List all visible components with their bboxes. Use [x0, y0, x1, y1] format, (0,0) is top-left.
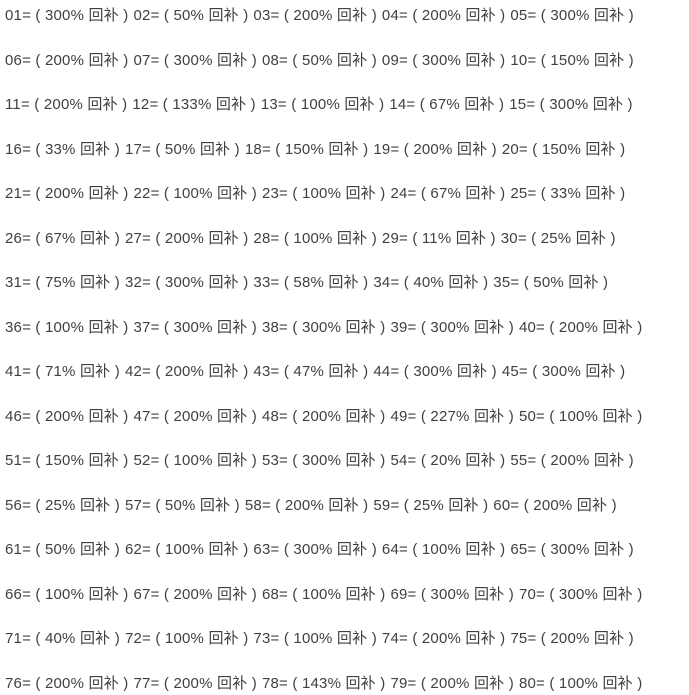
entry-row: 01= ( 300% 回补 ) 02= ( 50% 回补 ) 03= ( 200% … [5, 7, 689, 25]
entry-67: 67= ( 200% 回补 ) [133, 585, 257, 603]
entry-68: 68= ( 100% 回补 ) [261, 585, 386, 603]
entry-row: 71= ( 40% 回补 ) 72= ( 100% 回补 ) 73= ( 100% … [5, 630, 689, 648]
entry-23: 23= ( 100% 回补 ) [261, 185, 386, 202]
entry-37: 37= ( 300% 回补 ) [133, 318, 257, 336]
entry-08: 08= ( 50% 回补 ) [261, 51, 377, 69]
entry-38: 38= ( 300% 回补 ) [261, 318, 386, 336]
entry-77: 77= ( 200% 回补 ) [133, 674, 257, 692]
entry-03: 03= ( 200% 回补 ) [253, 7, 377, 24]
entry-15: 15= ( 300% 回补 ) [509, 96, 633, 113]
entry-69: 69= ( 300% 回补 ) [390, 585, 514, 603]
entry-row: 16= ( 33% 回补 ) 17= ( 50% 回补 ) 18= ( 150% 回… [5, 141, 689, 159]
entry-row: 36= ( 100% 回补 ) 37= ( 300% 回补 ) 38= ( 300%… [5, 319, 689, 337]
entry-row: 51= ( 150% 回补 ) 52= ( 100% 回补 ) 53= ( 300%… [5, 452, 689, 470]
entry-29: 29= ( 11% 回补 ) [381, 229, 496, 247]
entry-row: 11= ( 200% 回补 ) 12= ( 133% 回补 ) 13= ( 100%… [5, 96, 689, 114]
entry-row: 31= ( 75% 回补 ) 32= ( 300% 回补 ) 33= ( 58% 回… [5, 274, 689, 292]
entry-31: 31= ( 75% 回补 ) [5, 274, 120, 291]
entry-66: 66= ( 100% 回补 ) [5, 585, 129, 603]
entry-28: 28= ( 100% 回补 ) [253, 229, 377, 247]
entry-18: 18= ( 150% 回补 ) [244, 140, 369, 158]
entry-row: 21= ( 200% 回补 ) 22= ( 100% 回补 ) 23= ( 100%… [5, 185, 689, 203]
entry-59: 59= ( 25% 回补 ) [373, 496, 489, 514]
entry-40: 40= ( 200% 回补 ) [518, 318, 643, 336]
entry-39: 39= ( 300% 回补 ) [390, 318, 514, 336]
entry-row: 26= ( 67% 回补 ) 27= ( 200% 回补 ) 28= ( 100% … [5, 230, 689, 248]
entry-70: 70= ( 300% 回补 ) [518, 585, 643, 603]
entry-20: 20= ( 150% 回补 ) [501, 140, 626, 158]
entry-row: 66= ( 100% 回补 ) 67= ( 200% 回补 ) 68= ( 100%… [5, 586, 689, 604]
entry-24: 24= ( 67% 回补 ) [390, 185, 506, 202]
entry-48: 48= ( 200% 回补 ) [261, 407, 386, 425]
entry-45: 45= ( 300% 回补 ) [501, 363, 626, 380]
entry-06: 06= ( 200% 回补 ) [5, 51, 129, 69]
entry-79: 79= ( 200% 回补 ) [390, 674, 514, 692]
entry-60: 60= ( 200% 回补 ) [493, 496, 617, 514]
entry-63: 63= ( 300% 回补 ) [253, 541, 377, 558]
entry-row: 46= ( 200% 回补 ) 47= ( 200% 回补 ) 48= ( 200%… [5, 408, 689, 426]
entry-row: 61= ( 50% 回补 ) 62= ( 100% 回补 ) 63= ( 300% … [5, 541, 689, 559]
entry-52: 52= ( 100% 回补 ) [133, 452, 257, 469]
entry-57: 57= ( 50% 回补 ) [124, 496, 240, 514]
entry-73: 73= ( 100% 回补 ) [253, 630, 377, 647]
entry-04: 04= ( 200% 回补 ) [381, 7, 506, 24]
entry-14: 14= ( 67% 回补 ) [389, 96, 505, 113]
entry-34: 34= ( 40% 回补 ) [373, 274, 489, 291]
entry-27: 27= ( 200% 回补 ) [124, 229, 249, 247]
entry-16: 16= ( 33% 回补 ) [5, 140, 120, 158]
entry-58: 58= ( 200% 回补 ) [244, 496, 369, 514]
entry-12: 12= ( 133% 回补 ) [132, 96, 256, 113]
entry-36: 36= ( 100% 回补 ) [5, 318, 129, 336]
entry-76: 76= ( 200% 回补 ) [5, 674, 129, 692]
entry-75: 75= ( 200% 回补 ) [510, 630, 634, 647]
entry-17: 17= ( 50% 回补 ) [124, 140, 240, 158]
entry-22: 22= ( 100% 回补 ) [133, 185, 257, 202]
entry-42: 42= ( 200% 回补 ) [124, 363, 249, 380]
entry-43: 43= ( 47% 回补 ) [253, 363, 369, 380]
entry-35: 35= ( 50% 回补 ) [493, 274, 609, 291]
entry-55: 55= ( 200% 回补 ) [510, 452, 634, 469]
entry-11: 11= ( 200% 回补 ) [5, 96, 128, 113]
entry-56: 56= ( 25% 回补 ) [5, 496, 120, 514]
entry-09: 09= ( 300% 回补 ) [381, 51, 506, 69]
entry-30: 30= ( 25% 回补 ) [500, 229, 616, 247]
entry-50: 50= ( 100% 回补 ) [518, 407, 643, 425]
entry-71: 71= ( 40% 回补 ) [5, 630, 120, 647]
entry-row: 41= ( 71% 回补 ) 42= ( 200% 回补 ) 43= ( 47% 回… [5, 363, 689, 381]
entry-65: 65= ( 300% 回补 ) [510, 541, 634, 558]
entry-53: 53= ( 300% 回补 ) [261, 452, 386, 469]
entry-13: 13= ( 100% 回补 ) [260, 96, 385, 113]
entry-02: 02= ( 50% 回补 ) [133, 7, 249, 24]
entry-49: 49= ( 227% 回补 ) [390, 407, 514, 425]
entry-78: 78= ( 143% 回补 ) [261, 674, 386, 692]
entry-44: 44= ( 300% 回补 ) [373, 363, 497, 380]
entry-07: 07= ( 300% 回补 ) [133, 51, 257, 69]
entry-72: 72= ( 100% 回补 ) [124, 630, 249, 647]
entry-05: 05= ( 300% 回补 ) [510, 7, 634, 24]
entry-54: 54= ( 20% 回补 ) [390, 452, 506, 469]
entry-26: 26= ( 67% 回补 ) [5, 229, 120, 247]
entry-row: 56= ( 25% 回补 ) 57= ( 50% 回补 ) 58= ( 200% 回… [5, 497, 689, 515]
entry-41: 41= ( 71% 回补 ) [5, 363, 120, 380]
entry-46: 46= ( 200% 回补 ) [5, 407, 129, 425]
entry-51: 51= ( 150% 回补 ) [5, 452, 129, 469]
entry-33: 33= ( 58% 回补 ) [253, 274, 369, 291]
entry-21: 21= ( 200% 回补 ) [5, 185, 129, 202]
entry-32: 32= ( 300% 回补 ) [124, 274, 249, 291]
entry-47: 47= ( 200% 回补 ) [133, 407, 257, 425]
entry-19: 19= ( 200% 回补 ) [373, 140, 497, 158]
entry-10: 10= ( 150% 回补 ) [510, 51, 634, 69]
entry-80: 80= ( 100% 回补 ) [518, 674, 643, 692]
entry-61: 61= ( 50% 回补 ) [5, 541, 120, 558]
entry-01: 01= ( 300% 回补 ) [5, 7, 129, 24]
entry-row: 76= ( 200% 回补 ) 77= ( 200% 回补 ) 78= ( 143%… [5, 675, 689, 693]
entry-74: 74= ( 200% 回补 ) [381, 630, 506, 647]
entry-62: 62= ( 100% 回补 ) [124, 541, 249, 558]
entry-row: 06= ( 200% 回补 ) 07= ( 300% 回补 ) 08= ( 50% … [5, 52, 689, 70]
entry-25: 25= ( 33% 回补 ) [510, 185, 626, 202]
entry-64: 64= ( 100% 回补 ) [381, 541, 506, 558]
